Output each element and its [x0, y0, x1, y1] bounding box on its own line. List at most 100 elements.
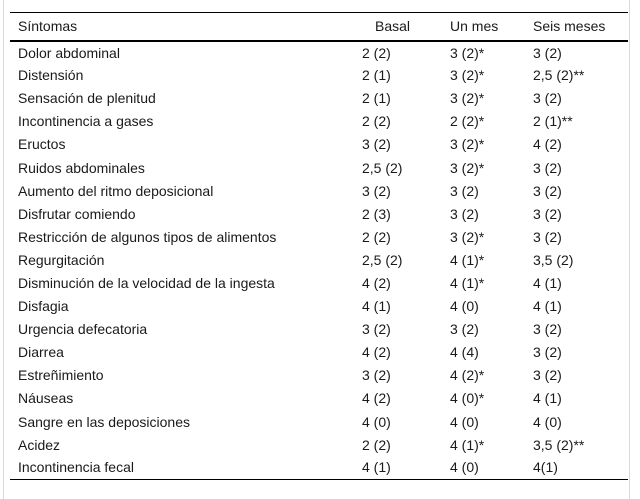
value-cell: 4 (2) — [362, 344, 391, 361]
table-row: Dolor abdominal 2 (2) 3 (2)* 3 (2) — [10, 41, 628, 64]
symptom-cell: Diarrea — [18, 344, 64, 361]
value-cell: 4 (2)* — [450, 367, 485, 384]
value-cell: 4(1) — [533, 459, 558, 476]
symptom-cell: Urgencia defecatoria — [18, 321, 148, 338]
symptom-cell: Aumento del ritmo deposicional — [18, 182, 214, 199]
value-cell: 4 (0) — [450, 459, 479, 476]
symptom-cell: Náuseas — [18, 390, 74, 407]
value-cell: 4 (0)* — [450, 390, 485, 407]
table-row: Distensión 2 (1) 3 (2)* 2,5 (2)** — [10, 64, 628, 87]
table-row: Acidez 2 (2) 4 (1)* 3,5 (2)** — [10, 433, 628, 456]
value-cell: 4 (1) — [533, 274, 562, 291]
table-row: Restricción de algunos tipos de alimento… — [10, 225, 628, 248]
symptom-cell: Dolor abdominal — [18, 44, 120, 61]
symptom-cell: Ruidos abdominales — [18, 159, 145, 176]
value-cell: 4 (0) — [450, 298, 479, 315]
value-cell: 3 (2)* — [450, 228, 485, 245]
col-header-seis-meses: Seis meses — [525, 12, 628, 42]
value-cell: 3 (2) — [450, 321, 479, 338]
symptom-cell: Estreñimiento — [18, 367, 104, 384]
value-cell: 3 (2) — [533, 182, 562, 199]
value-cell: 2 (2) — [362, 436, 391, 453]
table-row: Sangre en las deposiciones 4 (0) 4 (0) 4 (0… — [10, 410, 628, 433]
col-header-un-mes: Un mes — [442, 12, 525, 42]
value-cell: 3 (2)* — [450, 67, 485, 84]
value-cell: 4 (2) — [362, 390, 391, 407]
value-cell: 3 (2)* — [450, 90, 485, 107]
value-cell: 3 (2) — [533, 344, 562, 361]
table-row: Ruidos abdominales 2,5 (2) 3 (2)* 3 (2) — [10, 156, 628, 179]
value-cell: 4 (0) — [533, 413, 562, 430]
value-cell: 4 (1) — [533, 390, 562, 407]
symptom-cell: Incontinencia fecal — [18, 459, 134, 476]
value-cell: 3 (2) — [362, 321, 391, 338]
value-cell: 2 (2) — [362, 113, 391, 130]
value-cell: 3 (2)* — [450, 44, 485, 61]
value-cell: 3 (2) — [533, 321, 562, 338]
value-cell: 4 (2) — [362, 274, 391, 291]
col-header-sintomas: Síntomas — [10, 12, 354, 42]
value-cell: 2 (2) — [362, 44, 391, 61]
table-row: Náuseas 4 (2) 4 (0)* 4 (1) — [10, 387, 628, 410]
symptom-cell: Disfrutar comiendo — [18, 205, 136, 222]
symptom-cell: Sensación de plenitud — [18, 90, 156, 107]
page-edge-left-line — [3, 0, 4, 499]
table-row: Aumento del ritmo deposicional 3 (2) 3 (2)… — [10, 179, 628, 202]
value-cell: 4 (0) — [362, 413, 391, 430]
symptom-cell: Acidez — [18, 436, 61, 453]
table-row: Incontinencia a gases 2 (2) 2 (2)* 2 (1)** — [10, 110, 628, 133]
value-cell: 4 (1) — [362, 298, 391, 315]
table-row: Disminución de la velocidad de la ingest… — [10, 271, 628, 294]
value-cell: 2 (1) — [362, 67, 391, 84]
value-cell: 3 (2) — [450, 205, 479, 222]
value-cell: 3 (2)* — [450, 136, 485, 153]
value-cell: 2,5 (2)** — [533, 67, 585, 84]
symptom-cell: Disfagia — [18, 298, 69, 315]
value-cell: 4 (1) — [362, 459, 391, 476]
table-row: Eructos 3 (2) 3 (2)* 4 (2) — [10, 133, 628, 156]
table-row: Diarrea 4 (2) 4 (4) 3 (2) — [10, 341, 628, 364]
value-cell: 3,5 (2) — [533, 251, 574, 268]
value-cell: 4 (2) — [533, 136, 562, 153]
value-cell: 2,5 (2) — [362, 159, 403, 176]
value-cell: 3 (2) — [450, 182, 479, 199]
table-row: Sensación de plenitud 2 (1) 3 (2)* 3 (2) — [10, 87, 628, 110]
table-row: Urgencia defecatoria 3 (2) 3 (2) 3 (2) — [10, 318, 628, 341]
header-row: Síntomas Basal Un mes Seis meses — [10, 12, 628, 42]
value-cell: 2 (1)** — [533, 113, 573, 130]
value-cell: 2 (2) — [362, 228, 391, 245]
value-cell: 3 (2)* — [450, 159, 485, 176]
value-cell: 2,5 (2) — [362, 251, 403, 268]
table-row: Disfagia 4 (1) 4 (0) 4 (1) — [10, 295, 628, 318]
value-cell: 2 (2)* — [450, 113, 485, 130]
value-cell: 3 (2) — [533, 159, 562, 176]
symptom-cell: Disminución de la velocidad de la ingest… — [18, 274, 275, 291]
value-cell: 3 (2) — [533, 228, 562, 245]
symptom-cell: Incontinencia a gases — [18, 113, 154, 130]
value-cell: 3 (2) — [533, 44, 562, 61]
value-cell: 4 (0) — [450, 413, 479, 430]
value-cell: 4 (1)* — [450, 274, 485, 291]
value-cell: 4 (4) — [450, 344, 479, 361]
value-cell: 3 (2) — [362, 367, 391, 384]
table-row: Disfrutar comiendo 2 (3) 3 (2) 3 (2) — [10, 202, 628, 225]
table-row: Incontinencia fecal 4 (1) 4 (0) 4(1) — [10, 456, 628, 479]
value-cell: 3 (2) — [362, 182, 391, 199]
symptom-cell: Distensión — [18, 67, 84, 84]
table-row: Estreñimiento 3 (2) 4 (2)* 3 (2) — [10, 364, 628, 387]
value-cell: 3 (2) — [533, 367, 562, 384]
symptom-cell: Sangre en las deposiciones — [18, 413, 191, 430]
value-cell: 3 (2) — [362, 136, 391, 153]
symptom-cell: Restricción de algunos tipos de alimento… — [18, 228, 277, 245]
value-cell: 2 (1) — [362, 90, 391, 107]
value-cell: 3 (2) — [533, 205, 562, 222]
page-edge-right-line — [629, 0, 630, 499]
value-cell: 3,5 (2)** — [533, 436, 585, 453]
symptom-cell: Regurgitación — [18, 251, 105, 268]
value-cell: 4 (1)* — [450, 436, 485, 453]
col-header-basal: Basal — [354, 12, 442, 42]
value-cell: 2 (3) — [362, 205, 391, 222]
value-cell: 4 (1) — [533, 298, 562, 315]
symptoms-table: Síntomas Basal Un mes Seis meses Dolor a… — [10, 12, 628, 480]
symptoms-table-container: Síntomas Basal Un mes Seis meses Dolor a… — [10, 12, 628, 480]
